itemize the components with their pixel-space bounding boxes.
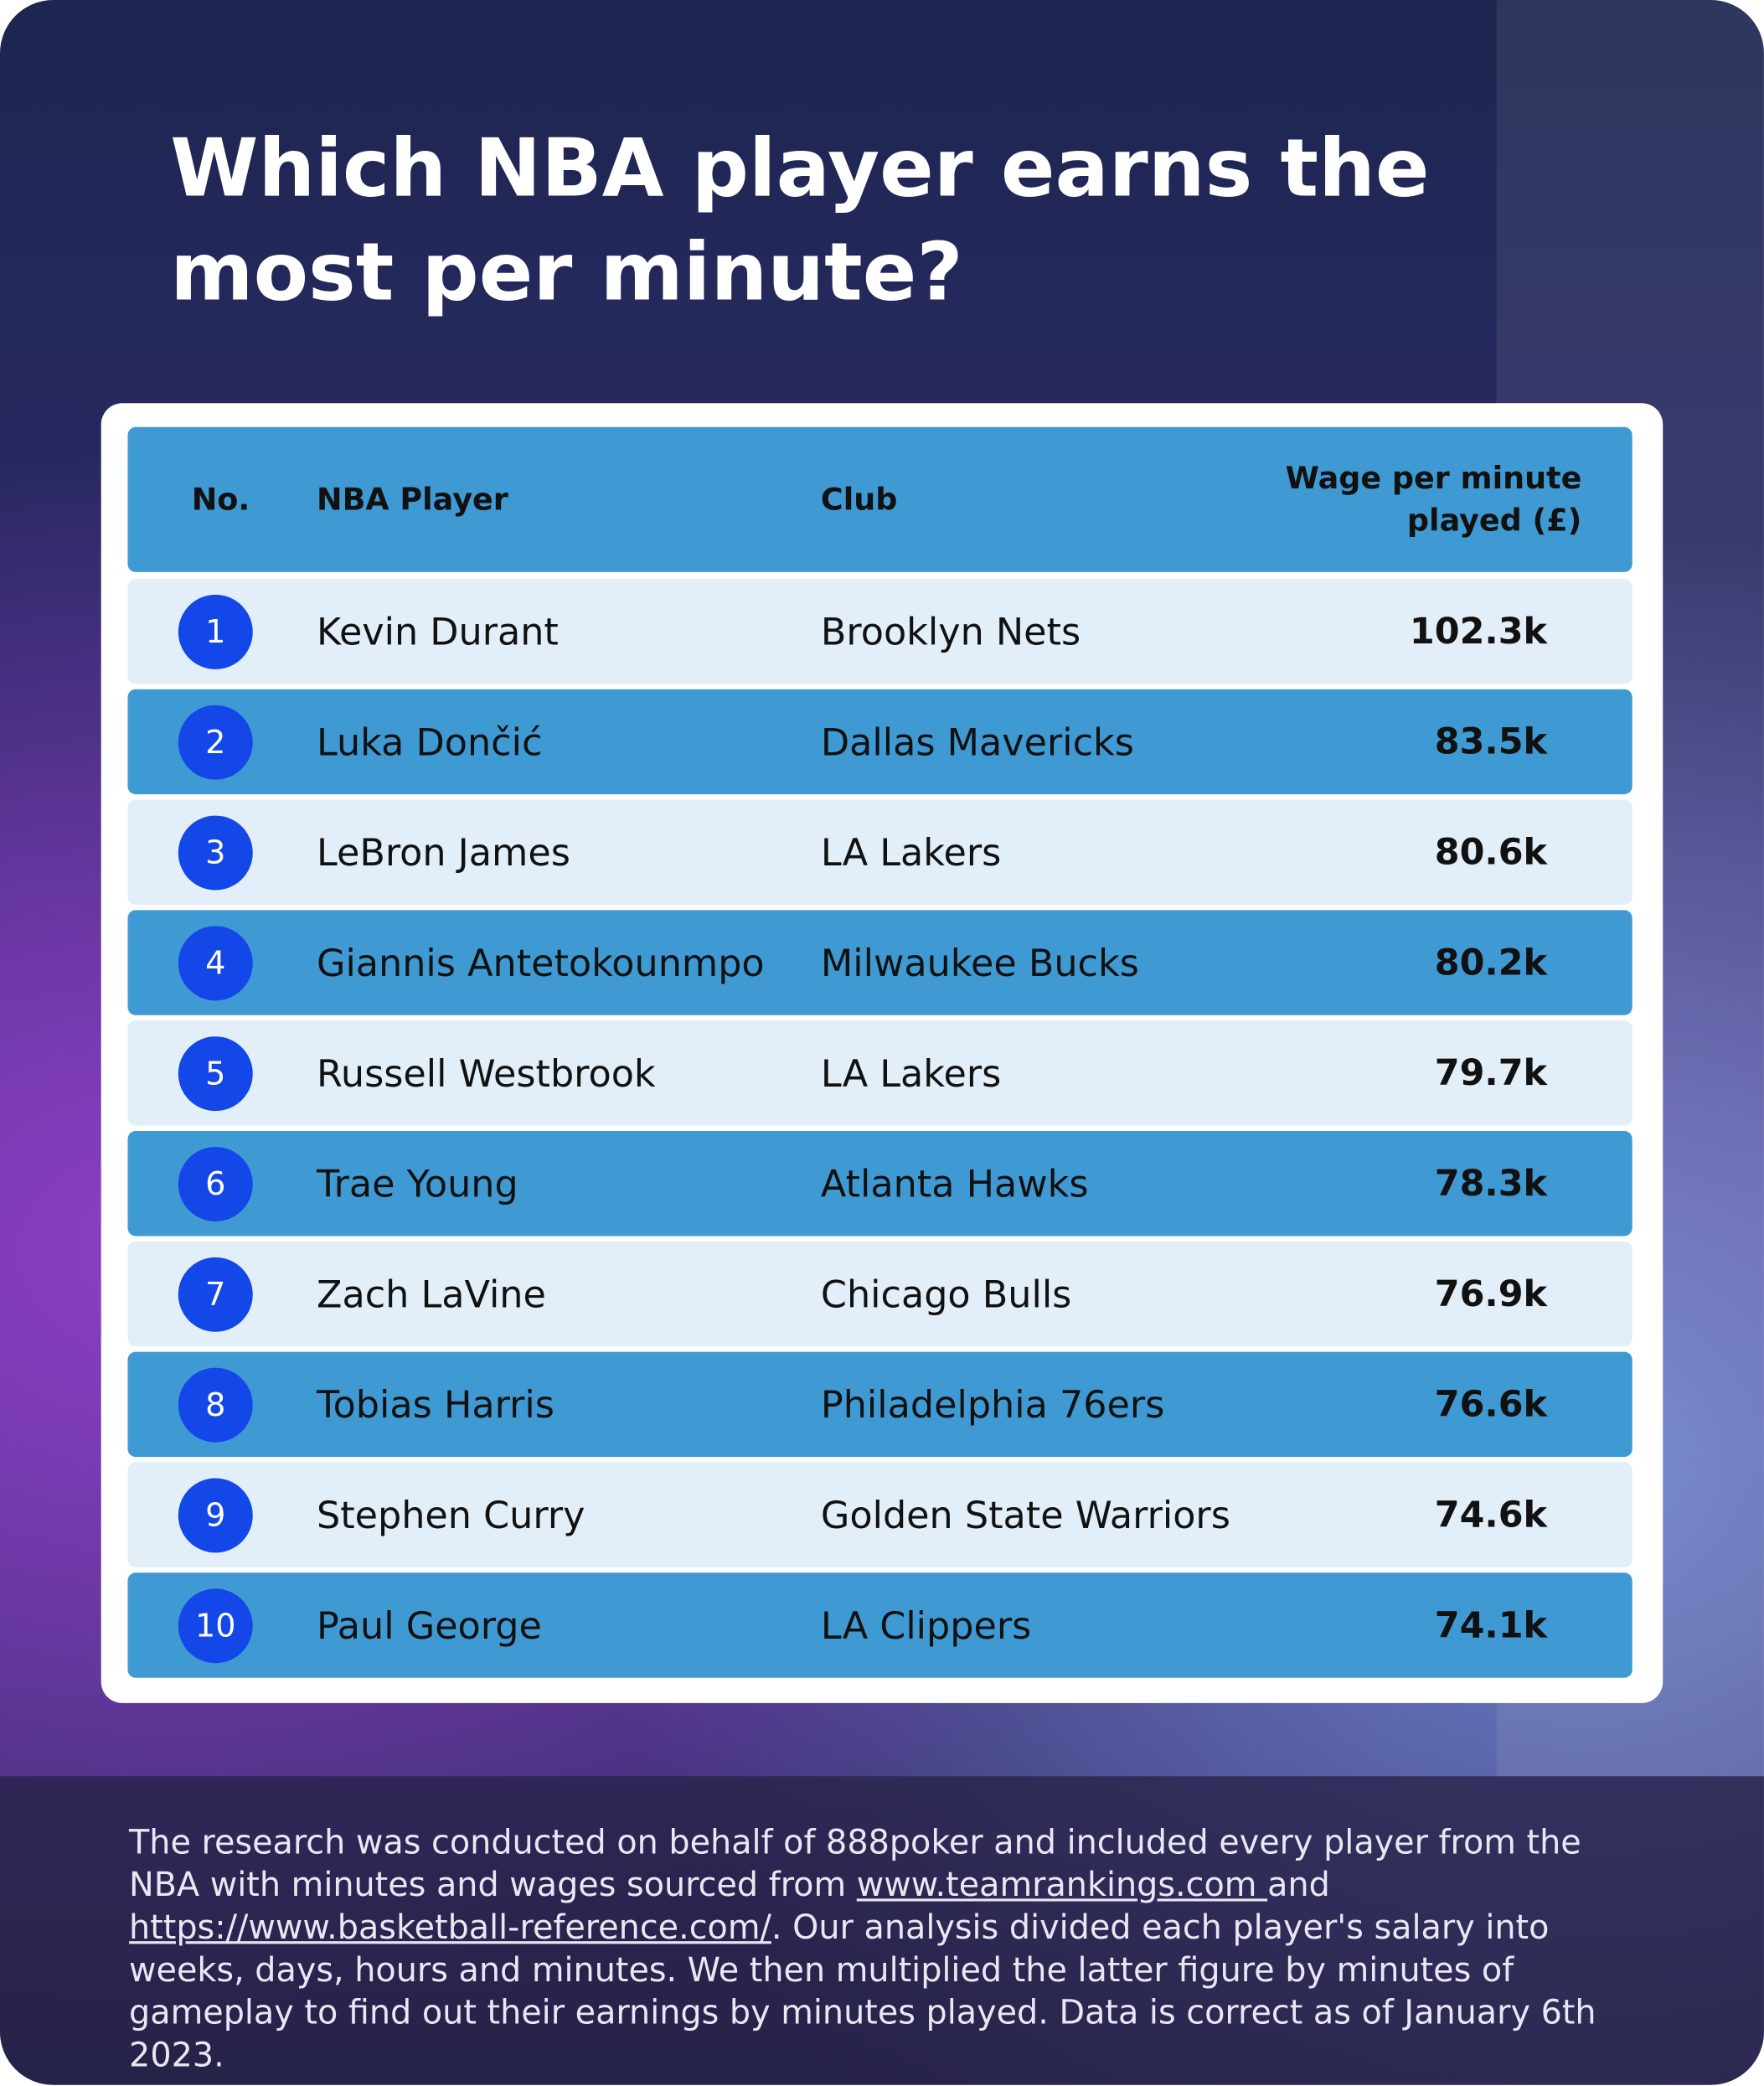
player-name: Paul George	[316, 1603, 542, 1648]
wage-value: 79.7k	[1434, 1052, 1548, 1094]
header-cell: No.	[191, 482, 250, 518]
table-row: 1 Kevin Durant Brooklyn Nets 102.3k	[127, 578, 1632, 684]
header-row: No. NBA Player Club Wage per minute play…	[127, 426, 1632, 572]
player-name: Trae Young	[316, 1161, 518, 1206]
title: Which NBA player earns the most per minu…	[170, 122, 1430, 320]
wage-value: 80.2k	[1434, 942, 1548, 984]
wage-value: 76.6k	[1434, 1383, 1548, 1425]
player-name: Russell Westbrook	[316, 1051, 656, 1096]
wage-value: 102.3k	[1409, 610, 1548, 653]
table-row: 6 Trae Young Atlanta Hawks 78.3k	[127, 1130, 1632, 1237]
wage-value: 74.1k	[1434, 1604, 1548, 1646]
table-row: 7 Zach LaVine Chicago Bulls 76.9k	[127, 1241, 1632, 1347]
club-name: Golden State Warriors	[820, 1492, 1230, 1537]
club-name: LA Lakers	[820, 1051, 1002, 1096]
rank-badge: 5	[178, 1036, 253, 1112]
club-name: Philadelphia 76ers	[820, 1382, 1165, 1427]
rank-badge: 2	[178, 705, 253, 780]
club-name: Chicago Bulls	[820, 1272, 1072, 1316]
player-name: LeBron James	[316, 830, 570, 875]
player-name: Tobias Harris	[316, 1382, 554, 1427]
wage-value: 78.3k	[1434, 1163, 1548, 1205]
footnote: The research was conducted on behalf of …	[129, 1821, 1646, 2077]
rank-badge: 10	[178, 1588, 253, 1664]
rank-badge: 6	[178, 1147, 253, 1221]
player-name: Kevin Durant	[316, 609, 559, 653]
player-name: Stephen Curry	[316, 1492, 585, 1537]
table-row: 9 Stephen Curry Golden State Warriors 74.6k	[127, 1462, 1632, 1567]
rank-badge: 1	[178, 594, 253, 669]
club-name: Brooklyn Nets	[820, 609, 1081, 653]
footer: The research was conducted on behalf of …	[0, 1776, 1764, 2085]
table-row: 5 Russell Westbrook LA Lakers 79.7k	[127, 1020, 1632, 1126]
table-row: 10 Paul George LA Clippers 74.1k	[127, 1572, 1632, 1678]
table-row: 8 Tobias Harris Philadelphia 76ers 76.6k	[127, 1351, 1632, 1458]
wage-value: 83.5k	[1434, 720, 1548, 763]
rank-badge: 9	[178, 1478, 253, 1553]
wage-value: 80.6k	[1434, 831, 1548, 873]
footnote-text: and	[1267, 1865, 1330, 1904]
source-link[interactable]: https://www.basketball-reference.com/	[129, 1908, 771, 1947]
header-cell: Wage per minute played (£)	[1285, 461, 1582, 539]
club-name: Atlanta Hawks	[820, 1161, 1089, 1206]
player-name: Luka Dončić	[316, 720, 543, 764]
header-cell: NBA Player	[316, 482, 508, 518]
player-name: Giannis Antetokounmpo	[316, 940, 765, 985]
rank-badge: 8	[178, 1367, 253, 1443]
footnote-text: The research was conducted on behalf of …	[129, 1822, 1581, 1904]
club-name: LA Clippers	[820, 1603, 1032, 1648]
rank-badge: 3	[178, 815, 253, 891]
club-name: LA Lakers	[820, 830, 1002, 875]
table-row: 3 LeBron James LA Lakers 80.6k	[127, 799, 1632, 905]
table-row: 4 Giannis Antetokounmpo Milwaukee Bucks 80.…	[127, 910, 1632, 1015]
club-name: Milwaukee Bucks	[820, 940, 1139, 985]
header-cell: Club	[820, 482, 898, 518]
footnote-text: . Our analysis divided each player's sal…	[129, 1908, 1596, 2075]
player-name: Zach LaVine	[316, 1272, 546, 1316]
club-name: Dallas Mavericks	[820, 720, 1134, 764]
rank-badge: 7	[178, 1257, 253, 1332]
wage-value: 76.9k	[1434, 1273, 1548, 1315]
wage-value: 74.6k	[1434, 1494, 1548, 1536]
table-row: 2 Luka Dončić Dallas Mavericks 83.5k	[127, 689, 1632, 795]
source-link[interactable]: www.teamrankings.com	[856, 1865, 1268, 1904]
rank-badge: 4	[178, 926, 253, 1001]
